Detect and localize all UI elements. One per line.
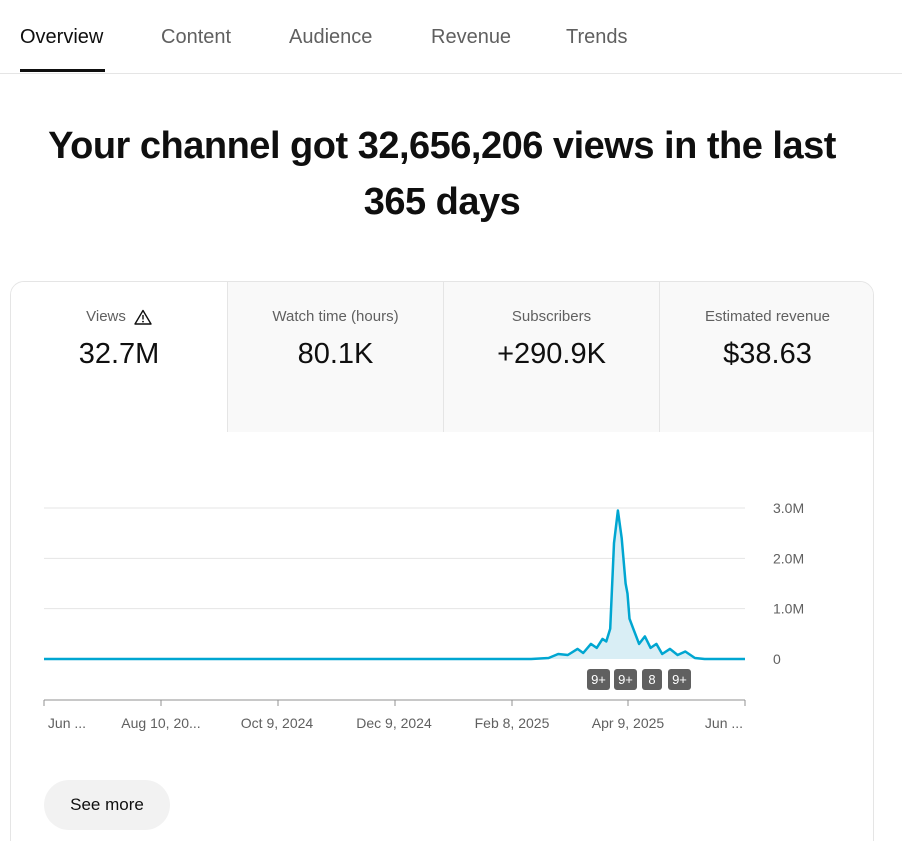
y-tick-label: 0 — [773, 651, 781, 667]
y-tick-label: 2.0M — [773, 550, 804, 566]
tab-revenue[interactable]: Revenue — [431, 26, 512, 48]
x-tick-label: Oct 9, 2024 — [241, 715, 314, 731]
annotation-marker — [614, 669, 637, 690]
x-tick-label: Aug 10, 20... — [121, 715, 200, 731]
see-more-button[interactable]: See more — [44, 780, 170, 830]
annotation-marker — [668, 669, 691, 690]
x-tick-label: Dec 9, 2024 — [356, 715, 432, 731]
y-tick-label: 3.0M — [773, 500, 804, 516]
views-area — [44, 510, 745, 659]
annotation-marker — [587, 669, 610, 690]
metric-tab-views[interactable]: Views 32.7M — [11, 282, 227, 432]
analytics-tabs: Overview Content Audience Revenue Trends — [0, 0, 902, 74]
active-tab-indicator — [20, 69, 105, 72]
metric-value-views: 32.7M — [78, 338, 160, 370]
views-series-line — [44, 509, 745, 661]
x-tick-label: Feb 8, 2025 — [475, 715, 550, 731]
tab-audience[interactable]: Audience — [289, 26, 373, 48]
y-tick-label: 1.0M — [773, 601, 804, 617]
metric-label-subscribers: Subscribers — [511, 308, 592, 325]
annotation-marker-label: 9+ — [672, 672, 687, 687]
warning-icon[interactable] — [134, 309, 152, 325]
metric-value-subscribers: +290.9K — [497, 338, 606, 370]
x-tick-label: Jun ... — [48, 715, 86, 731]
annotation-marker-label: 9+ — [618, 672, 633, 687]
views-line-chart[interactable]: 0 1.0M 2.0M 3.0M 9+ 9+ 8 9+ Jun ... Aug 10, 20...… — [0, 0, 902, 780]
metric-tab-watch-time[interactable]: Watch time (hours) 80.1K — [227, 282, 443, 432]
annotation-marker — [642, 669, 662, 690]
tab-overview[interactable]: Overview — [20, 26, 104, 48]
annotation-marker-label: 9+ — [591, 672, 606, 687]
metric-label-watch-time: Watch time (hours) — [272, 308, 399, 325]
x-tick-label: Apr 9, 2025 — [592, 715, 665, 731]
metric-tab-subscribers[interactable]: Subscribers +290.9K — [443, 282, 659, 432]
x-tick-label: Jun ... — [705, 715, 743, 731]
annotation-marker-label: 8 — [648, 672, 655, 687]
overview-chart-card: Views 32.7M Watch time (hours) 80.1K Sub… — [10, 281, 874, 841]
tab-content[interactable]: Content — [161, 26, 232, 48]
metric-tab-estimated-revenue[interactable]: Estimated revenue $38.63 — [659, 282, 873, 432]
metric-value-estimated-revenue: $38.63 — [723, 338, 812, 370]
metric-label-views-row: Views — [11, 308, 227, 325]
page-headline: Your channel got 32,656,206 views in the… — [0, 118, 884, 230]
metric-label-views: Views — [86, 308, 126, 325]
headline-line-2: 365 days — [363, 181, 521, 223]
tab-trends[interactable]: Trends — [566, 26, 628, 48]
metric-label-estimated-revenue: Estimated revenue — [704, 308, 831, 325]
headline-line-1: Your channel got 32,656,206 views in the… — [48, 125, 836, 167]
metric-value-watch-time: 80.1K — [297, 338, 374, 370]
